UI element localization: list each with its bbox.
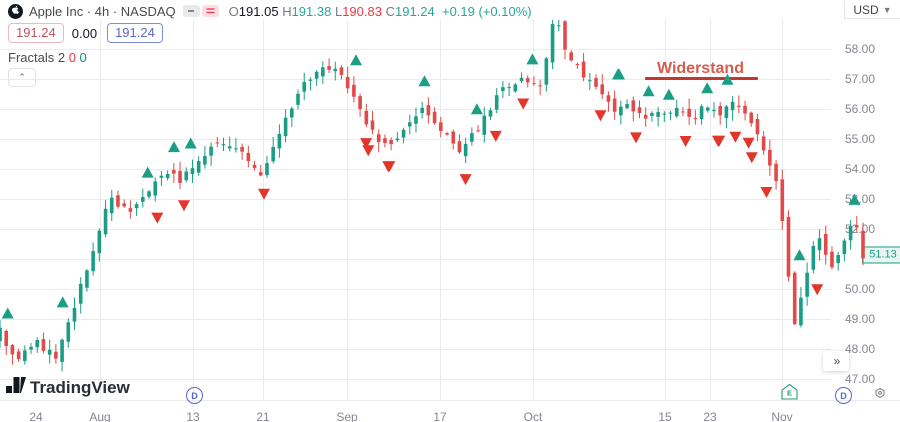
svg-text:E: E — [787, 389, 792, 398]
